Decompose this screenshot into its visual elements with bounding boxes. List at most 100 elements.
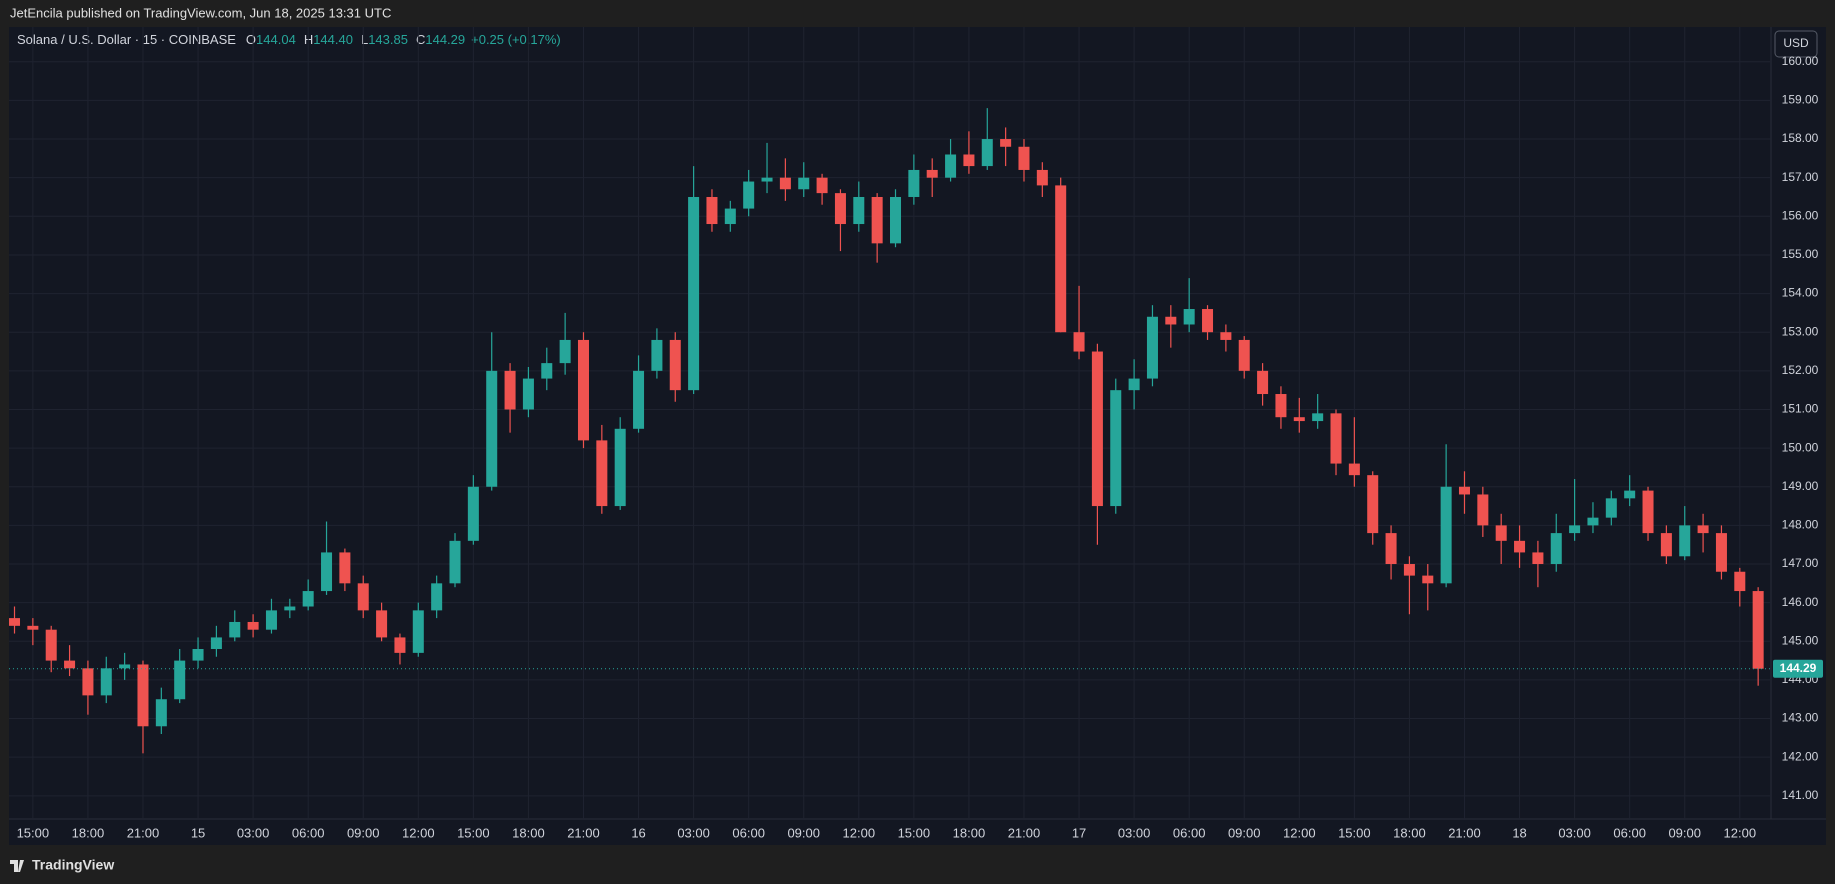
candle-body (834, 193, 846, 225)
candle-body (394, 637, 406, 653)
candle-body (339, 552, 351, 584)
y-tick-label: 143.00 (1782, 711, 1819, 725)
candle-body (1183, 309, 1195, 325)
x-tick-label: 03:00 (1118, 825, 1151, 840)
candle-body (1146, 316, 1158, 379)
candle-body (210, 637, 222, 650)
candle-body (1128, 378, 1140, 391)
x-tick-label: 15:00 (1338, 825, 1371, 840)
candle-body (853, 196, 865, 225)
x-tick-label: 06:00 (732, 825, 765, 840)
y-tick-label: 150.00 (1782, 440, 1819, 454)
candle-body (926, 169, 938, 178)
x-tick-label: 06:00 (292, 825, 325, 840)
candle-body (82, 668, 94, 696)
candle-body (1569, 525, 1581, 534)
grid (9, 27, 1771, 819)
logo-icon (10, 860, 24, 872)
x-tick-label: 21:00 (567, 825, 600, 840)
ohlc-value: 144.40 (313, 32, 353, 47)
y-tick-label: 159.00 (1782, 93, 1819, 107)
y-tick-label: 147.00 (1782, 556, 1819, 570)
ohlc-value: 144.04 (256, 32, 296, 47)
y-tick-label: 142.00 (1782, 749, 1819, 763)
candle-body (1697, 525, 1709, 534)
candle-body (890, 196, 902, 244)
candle-body (27, 625, 39, 630)
y-tick-label: 148.00 (1782, 518, 1819, 532)
candle-body (1734, 571, 1746, 592)
candle-body (265, 610, 277, 630)
candle-body (706, 196, 718, 225)
x-tick-label: 21:00 (1448, 825, 1481, 840)
candle-body (1605, 498, 1617, 518)
x-tick-label: 21:00 (127, 825, 160, 840)
candle-body (963, 154, 975, 167)
candle-body (541, 363, 553, 379)
last-price-label: 144.29 (1780, 661, 1817, 675)
candle-body (1624, 490, 1636, 499)
candle-body (1715, 533, 1727, 572)
x-tick-label: 03:00 (1558, 825, 1591, 840)
currency-button[interactable] (1774, 30, 1818, 58)
candle-body (1514, 540, 1526, 553)
x-tick-label: 12:00 (843, 825, 876, 840)
candle-body (1679, 525, 1691, 557)
x-tick-label: 15:00 (17, 825, 50, 840)
candle-body (1642, 490, 1654, 534)
symbol: Solana / U.S. Dollar · 15 · COINBASE (17, 32, 236, 47)
last-price-tag (1773, 659, 1823, 678)
candle-body (486, 370, 498, 487)
candle-body (871, 196, 883, 244)
x-tick-label: 18:00 (72, 825, 105, 840)
candle-body (504, 370, 516, 410)
x-tick-label: 06:00 (1613, 825, 1646, 840)
candle-body (9, 618, 21, 626)
x-tick-label: 15:00 (898, 825, 931, 840)
candle-body (1091, 351, 1103, 507)
candle-body (577, 339, 589, 441)
candle-body (1110, 390, 1122, 507)
x-tick-label: 06:00 (1173, 825, 1206, 840)
x-tick-label: 17 (1072, 825, 1086, 840)
y-tick-label: 155.00 (1782, 247, 1819, 261)
candle-body (137, 664, 149, 727)
y-tick-label: 152.00 (1782, 363, 1819, 377)
symbol-legend: Solana / U.S. Dollar · 15 · COINBASE O144… (17, 32, 561, 47)
candle-body (1348, 463, 1360, 476)
candle-body (229, 621, 241, 638)
x-tick-label: 18:00 (953, 825, 986, 840)
x-tick-label: 15:00 (457, 825, 490, 840)
candle-body (945, 154, 957, 178)
candle-body (1202, 309, 1214, 333)
x-tick-label: 12:00 (402, 825, 435, 840)
candle-body (596, 440, 608, 507)
ohlc-label: C (416, 32, 425, 47)
candle-body (1165, 316, 1177, 325)
x-tick-label: 18:00 (1393, 825, 1426, 840)
currency[interactable]: USD (1783, 36, 1809, 50)
candle-body (522, 378, 534, 410)
footer-logo (10, 860, 24, 872)
candle-body (321, 552, 333, 592)
candle-body (1532, 552, 1544, 565)
candle-body (1055, 185, 1067, 333)
x-tick-label: 15 (191, 825, 205, 840)
candle-body (412, 610, 424, 653)
candle-body (192, 649, 204, 661)
x-tick-label: 12:00 (1724, 825, 1757, 840)
candle-body (981, 139, 993, 167)
candle-body (1477, 494, 1489, 526)
candle-body (1403, 564, 1415, 576)
y-tick-label: 153.00 (1782, 324, 1819, 338)
x-tick-label: 03:00 (677, 825, 710, 840)
candle-body (284, 606, 296, 611)
candle-body (1587, 517, 1599, 526)
candle-body (1312, 413, 1324, 422)
y-tick-label: 146.00 (1782, 595, 1819, 609)
candle-body (724, 208, 736, 225)
candle-body (1293, 417, 1305, 422)
candle-body (357, 583, 369, 611)
candle-body (64, 660, 76, 669)
